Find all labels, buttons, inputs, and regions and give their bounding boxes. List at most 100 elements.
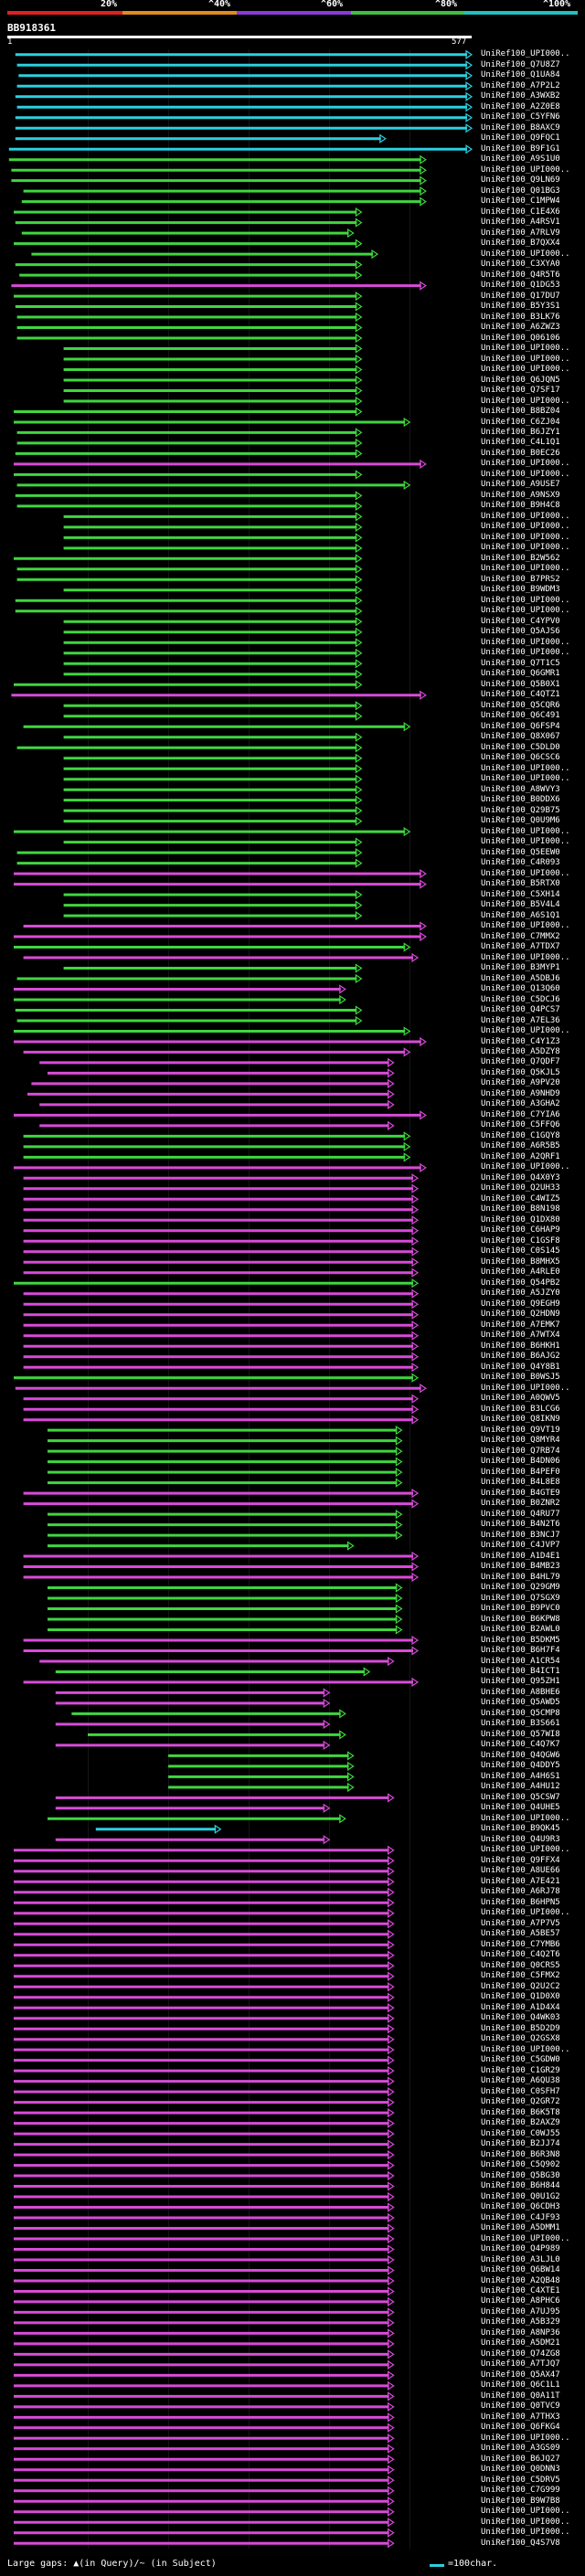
hit-label[interactable]: UniRef100_Q5EEW0 bbox=[481, 847, 560, 857]
hit-label[interactable]: UniRef100_UPI000.. bbox=[481, 1845, 570, 1855]
hit-label[interactable]: UniRef100_UPI000.. bbox=[481, 532, 570, 542]
hit-label[interactable]: UniRef100_Q4DDY5 bbox=[481, 1761, 560, 1771]
hit-label[interactable]: UniRef100_UPI000.. bbox=[481, 763, 570, 773]
hit-label[interactable]: UniRef100_B8AXC9 bbox=[481, 122, 560, 133]
hit-label[interactable]: UniRef100_C7YIA6 bbox=[481, 1109, 560, 1119]
hit-label[interactable]: UniRef100_Q9FQC1 bbox=[481, 133, 560, 143]
hit-label[interactable]: UniRef100_A8UE66 bbox=[481, 1866, 560, 1876]
hit-label[interactable]: UniRef100_B6JQ27 bbox=[481, 2454, 560, 2464]
hit-label[interactable]: UniRef100_Q0U1G2 bbox=[481, 2191, 560, 2201]
hit-label[interactable]: UniRef100_C4JF93 bbox=[481, 2212, 560, 2222]
hit-label[interactable]: UniRef100_UPI000.. bbox=[481, 595, 570, 605]
hit-label[interactable]: UniRef100_Q7T1C5 bbox=[481, 658, 560, 668]
hit-label[interactable]: UniRef100_A9NHD9 bbox=[481, 1088, 560, 1098]
hit-label[interactable]: UniRef100_Q5AWD5 bbox=[481, 1698, 560, 1708]
hit-label[interactable]: UniRef100_B3LCG6 bbox=[481, 1404, 560, 1414]
hit-label[interactable]: UniRef100_C5DLD0 bbox=[481, 742, 560, 752]
hit-label[interactable]: UniRef100_Q4Y8B1 bbox=[481, 1362, 560, 1372]
hit-label[interactable]: UniRef100_Q6JQN5 bbox=[481, 375, 560, 385]
hit-label[interactable]: UniRef100_C5FMX2 bbox=[481, 1971, 560, 1981]
hit-label[interactable]: UniRef100_UPI000.. bbox=[481, 543, 570, 553]
hit-label[interactable]: UniRef100_C0S145 bbox=[481, 1246, 560, 1256]
hit-label[interactable]: UniRef100_A2QRF1 bbox=[481, 1151, 560, 1161]
hit-label[interactable]: UniRef100_Q4X0Y3 bbox=[481, 1172, 560, 1182]
hit-label[interactable]: UniRef100_Q17DU7 bbox=[481, 291, 560, 301]
hit-label[interactable]: UniRef100_Q6FSP4 bbox=[481, 721, 560, 731]
hit-label[interactable]: UniRef100_B3MYP1 bbox=[481, 963, 560, 972]
hit-label[interactable]: UniRef100_Q4P989 bbox=[481, 2244, 560, 2253]
hit-label[interactable]: UniRef100_C0WJ55 bbox=[481, 2128, 560, 2138]
hit-label[interactable]: UniRef100_Q0TVC9 bbox=[481, 2401, 560, 2412]
hit-label[interactable]: UniRef100_UPI000.. bbox=[481, 469, 570, 479]
hit-label[interactable]: UniRef100_C4QTZ1 bbox=[481, 690, 560, 700]
hit-label[interactable]: UniRef100_B0WSJ5 bbox=[481, 1373, 560, 1383]
hit-label[interactable]: UniRef100_Q4WK03 bbox=[481, 2013, 560, 2023]
hit-label[interactable]: UniRef100_UPI000.. bbox=[481, 164, 570, 175]
hit-label[interactable]: UniRef100_B2JJ74 bbox=[481, 2139, 560, 2149]
hit-label[interactable]: UniRef100_C7G999 bbox=[481, 2486, 560, 2496]
hit-label[interactable]: UniRef100_A5DM21 bbox=[481, 2338, 560, 2348]
hit-label[interactable]: UniRef100_C6HAP9 bbox=[481, 1225, 560, 1235]
hit-label[interactable]: UniRef100_C5YFN6 bbox=[481, 112, 560, 122]
hit-label[interactable]: UniRef100_Q7RB74 bbox=[481, 1446, 560, 1456]
hit-label[interactable]: UniRef100_Q54PB2 bbox=[481, 1277, 560, 1288]
hit-label[interactable]: UniRef100_B2AWL0 bbox=[481, 1625, 560, 1634]
hit-label[interactable]: UniRef100_Q6FKG4 bbox=[481, 2422, 560, 2433]
hit-label[interactable]: UniRef100_Q5CMP8 bbox=[481, 1708, 560, 1718]
hit-label[interactable]: UniRef100_Q5CSW7 bbox=[481, 1792, 560, 1802]
hit-label[interactable]: UniRef100_UPI000.. bbox=[481, 354, 570, 364]
hit-label[interactable]: UniRef100_UPI000.. bbox=[481, 1813, 570, 1823]
hit-label[interactable]: UniRef100_Q8MYR4 bbox=[481, 1436, 560, 1446]
hit-label[interactable]: UniRef100_A5B329 bbox=[481, 2317, 560, 2327]
hit-label[interactable]: UniRef100_A7P7V5 bbox=[481, 1918, 560, 1928]
hit-label[interactable]: UniRef100_C4Y1Z3 bbox=[481, 1036, 560, 1046]
hit-label[interactable]: UniRef100_B9PVC0 bbox=[481, 1604, 560, 1613]
hit-label[interactable]: UniRef100_Q2UH33 bbox=[481, 1183, 560, 1193]
hit-label[interactable]: UniRef100_Q1D0X0 bbox=[481, 1992, 560, 2002]
hit-label[interactable]: UniRef100_Q2HDN9 bbox=[481, 1309, 560, 1320]
hit-label[interactable]: UniRef100_Q2U2C2 bbox=[481, 1981, 560, 1991]
hit-label[interactable]: UniRef100_A7EMK7 bbox=[481, 1320, 560, 1330]
hit-label[interactable]: UniRef100_A4RLE0 bbox=[481, 1267, 560, 1277]
hit-label[interactable]: UniRef100_Q1UA84 bbox=[481, 70, 560, 80]
hit-label[interactable]: UniRef100_Q57WI8 bbox=[481, 1729, 560, 1739]
hit-label[interactable]: UniRef100_A7RLV9 bbox=[481, 228, 560, 238]
hit-label[interactable]: UniRef100_C5GDW0 bbox=[481, 2055, 560, 2065]
hit-label[interactable]: UniRef100_A6ZWZ3 bbox=[481, 323, 560, 332]
hit-label[interactable]: UniRef100_B3NCJ7 bbox=[481, 1530, 560, 1540]
hit-label[interactable]: UniRef100_A5BE57 bbox=[481, 1929, 560, 1939]
hit-label[interactable]: UniRef100_B0EC26 bbox=[481, 448, 560, 458]
hit-label[interactable]: UniRef100_A3GS09 bbox=[481, 2443, 560, 2454]
hit-label[interactable]: UniRef100_Q5B0X1 bbox=[481, 679, 560, 689]
hit-label[interactable]: UniRef100_A7UJ95 bbox=[481, 2306, 560, 2316]
hit-label[interactable]: UniRef100_B6JZY1 bbox=[481, 427, 560, 437]
hit-label[interactable]: UniRef100_A7THX3 bbox=[481, 2412, 560, 2422]
hit-label[interactable]: UniRef100_B5Y3S1 bbox=[481, 302, 560, 311]
hit-label[interactable]: UniRef100_Q9LN69 bbox=[481, 175, 560, 186]
hit-label[interactable]: UniRef100_B7PRS2 bbox=[481, 574, 560, 584]
hit-label[interactable]: UniRef100_B4HL79 bbox=[481, 1572, 560, 1582]
hit-label[interactable]: UniRef100_Q06106 bbox=[481, 333, 560, 343]
hit-label[interactable]: UniRef100_Q29B75 bbox=[481, 805, 560, 815]
hit-label[interactable]: UniRef100_Q4S7V8 bbox=[481, 2538, 560, 2548]
hit-label[interactable]: UniRef100_C4XTE1 bbox=[481, 2286, 560, 2295]
hit-label[interactable]: UniRef100_UPI000.. bbox=[481, 2233, 570, 2243]
hit-label[interactable]: UniRef100_B8N198 bbox=[481, 1204, 560, 1214]
hit-label[interactable]: UniRef100_B2W562 bbox=[481, 553, 560, 563]
hit-label[interactable]: UniRef100_A6RJ78 bbox=[481, 1887, 560, 1897]
hit-label[interactable]: UniRef100_A8BHE6 bbox=[481, 1687, 560, 1697]
hit-label[interactable]: UniRef100_A3GHA2 bbox=[481, 1099, 560, 1109]
hit-label[interactable]: UniRef100_UPI000.. bbox=[481, 826, 570, 836]
hit-label[interactable]: UniRef100_C1GR29 bbox=[481, 2065, 560, 2075]
hit-label[interactable]: UniRef100_A2QB48 bbox=[481, 2275, 560, 2285]
hit-label[interactable]: UniRef100_A3WXB2 bbox=[481, 91, 560, 101]
hit-label[interactable]: UniRef100_C5DRV5 bbox=[481, 2475, 560, 2485]
hit-label[interactable]: UniRef100_UPI000.. bbox=[481, 249, 570, 259]
hit-label[interactable]: UniRef100_Q13Q60 bbox=[481, 984, 560, 993]
hit-label[interactable]: UniRef100_C1GQY8 bbox=[481, 1130, 560, 1140]
hit-label[interactable]: UniRef100_C4YPV0 bbox=[481, 616, 560, 626]
hit-label[interactable]: UniRef100_B6AJG2 bbox=[481, 1352, 560, 1362]
hit-label[interactable]: UniRef100_UPI000.. bbox=[481, 1026, 570, 1035]
hit-label[interactable]: UniRef100_B4MB23 bbox=[481, 1562, 560, 1571]
hit-label[interactable]: UniRef100_Q7U8Z7 bbox=[481, 59, 560, 69]
